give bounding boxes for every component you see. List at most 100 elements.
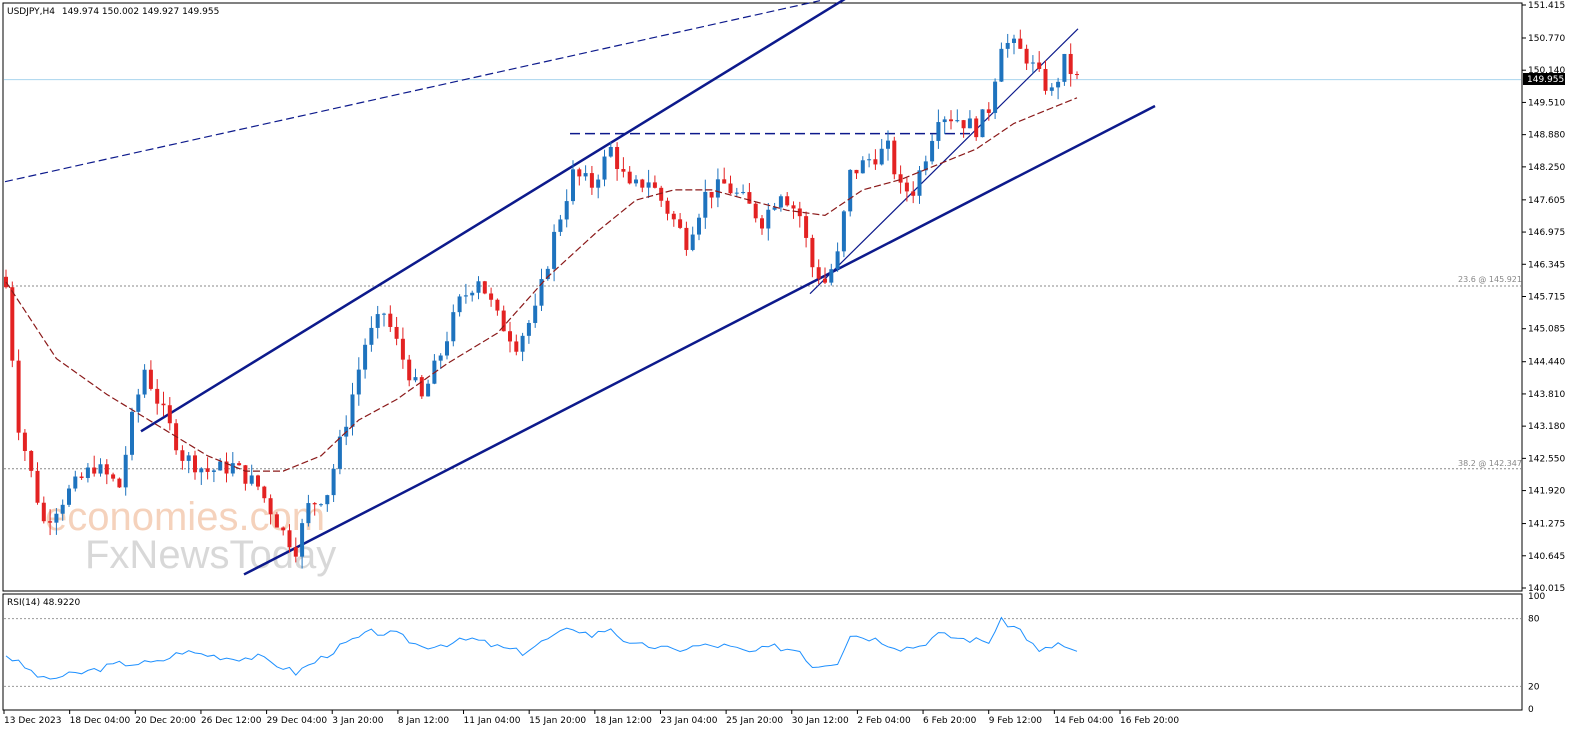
x-tick-label: 18 Jan 12:00 xyxy=(595,716,652,726)
candle-body xyxy=(1056,81,1061,88)
candle-body xyxy=(671,213,676,220)
candle-body xyxy=(180,450,185,461)
candle-body xyxy=(804,216,809,238)
candle-body xyxy=(463,295,468,297)
candle-body xyxy=(697,217,701,235)
candle-body xyxy=(879,148,884,165)
candle-body xyxy=(29,451,34,471)
candle-body xyxy=(130,411,134,455)
candle-body xyxy=(495,299,500,311)
candle-body xyxy=(659,187,664,201)
candle-body xyxy=(722,179,727,184)
fib-label-23-6: 23.6 @ 145.921 xyxy=(1458,275,1522,284)
candle-body xyxy=(583,173,588,177)
rsi-line xyxy=(5,616,1078,680)
x-tick-label: 25 Jan 20:00 xyxy=(726,716,783,726)
y-tick-label: 143.810 xyxy=(1528,390,1565,400)
candle-body xyxy=(571,169,575,202)
x-tick-label: 2 Feb 04:00 xyxy=(857,716,911,726)
candle-body xyxy=(117,478,122,488)
candle-body xyxy=(810,237,815,268)
candle-body xyxy=(986,109,991,113)
candle-body xyxy=(860,160,865,174)
candle-body xyxy=(73,476,78,489)
main-panel xyxy=(2,2,1523,592)
candle-body xyxy=(256,475,260,487)
candle-body xyxy=(766,209,771,229)
candle-body xyxy=(375,314,380,328)
candle-body xyxy=(848,169,853,212)
candle-body xyxy=(293,547,298,557)
x-tick-label: 16 Feb 20:00 xyxy=(1120,716,1179,726)
candle-body xyxy=(703,191,708,218)
x-tick-label: 15 Jan 20:00 xyxy=(529,716,586,726)
candle-body xyxy=(772,207,777,210)
candle-body xyxy=(577,169,582,177)
candle-body xyxy=(92,467,97,474)
candle-body xyxy=(999,48,1004,82)
candle-body xyxy=(514,341,519,352)
candle-body xyxy=(211,470,216,472)
candle-body xyxy=(426,383,431,397)
y-tick-label: 149.510 xyxy=(1528,98,1565,108)
candle-body xyxy=(243,465,248,484)
candle-body xyxy=(936,122,941,141)
candle-body xyxy=(829,269,834,283)
candle-body xyxy=(489,293,494,300)
rsi-tick-label: 0 xyxy=(1528,705,1534,715)
y-tick-label: 146.975 xyxy=(1528,228,1565,238)
candle-body xyxy=(1068,53,1073,75)
y-tick-label: 142.550 xyxy=(1528,454,1565,464)
candle-body xyxy=(621,169,626,172)
rsi-tick-label: 100 xyxy=(1528,592,1545,602)
candle-body xyxy=(48,521,53,523)
candle-body xyxy=(369,327,374,345)
candle-body xyxy=(1005,42,1010,49)
candle-body xyxy=(558,219,563,232)
candle-body xyxy=(10,287,15,361)
candle-body xyxy=(438,355,443,361)
candle-body xyxy=(167,405,172,424)
candle-body xyxy=(268,498,273,515)
candle-body xyxy=(684,227,689,250)
candle-body xyxy=(205,468,210,472)
candle-body xyxy=(898,174,903,183)
candle-body xyxy=(451,312,456,342)
candle-body xyxy=(325,495,330,505)
candle-body xyxy=(54,513,59,523)
candle-body xyxy=(652,182,657,188)
candle-body xyxy=(911,191,916,196)
candle-body xyxy=(337,436,342,469)
x-tick-label: 9 Feb 12:00 xyxy=(989,716,1043,726)
y-tick-label: 141.275 xyxy=(1528,520,1565,530)
candle-body xyxy=(98,464,103,474)
y-tick-label: 148.880 xyxy=(1528,131,1565,141)
candle-body xyxy=(193,455,197,473)
x-tick-label: 26 Dec 12:00 xyxy=(201,716,262,726)
candle-body xyxy=(797,208,802,217)
candle-body xyxy=(419,377,424,397)
candle-body xyxy=(747,192,752,204)
candle-body xyxy=(741,192,746,194)
candle-body xyxy=(350,394,355,427)
rsi-panel xyxy=(2,593,1523,711)
candle-body xyxy=(79,476,84,478)
candle-body xyxy=(501,310,506,332)
candle-body xyxy=(967,118,972,129)
candle-body xyxy=(892,140,897,175)
candle-body xyxy=(148,369,153,389)
candle-body xyxy=(161,403,166,406)
y-tick-label: 148.250 xyxy=(1528,163,1565,173)
candle-body xyxy=(665,200,670,214)
candle-body xyxy=(306,503,311,524)
candle-body xyxy=(602,156,607,180)
moving-average-line xyxy=(5,97,1078,472)
y-tick-label: 140.645 xyxy=(1528,552,1565,562)
candle-body xyxy=(715,179,720,198)
y-tick-label: 151.415 xyxy=(1528,1,1565,11)
x-tick-label: 14 Feb 04:00 xyxy=(1054,716,1113,726)
candle-body xyxy=(60,504,65,514)
candle-body xyxy=(16,360,21,433)
candle-body xyxy=(457,296,462,313)
candle-body xyxy=(539,279,544,306)
